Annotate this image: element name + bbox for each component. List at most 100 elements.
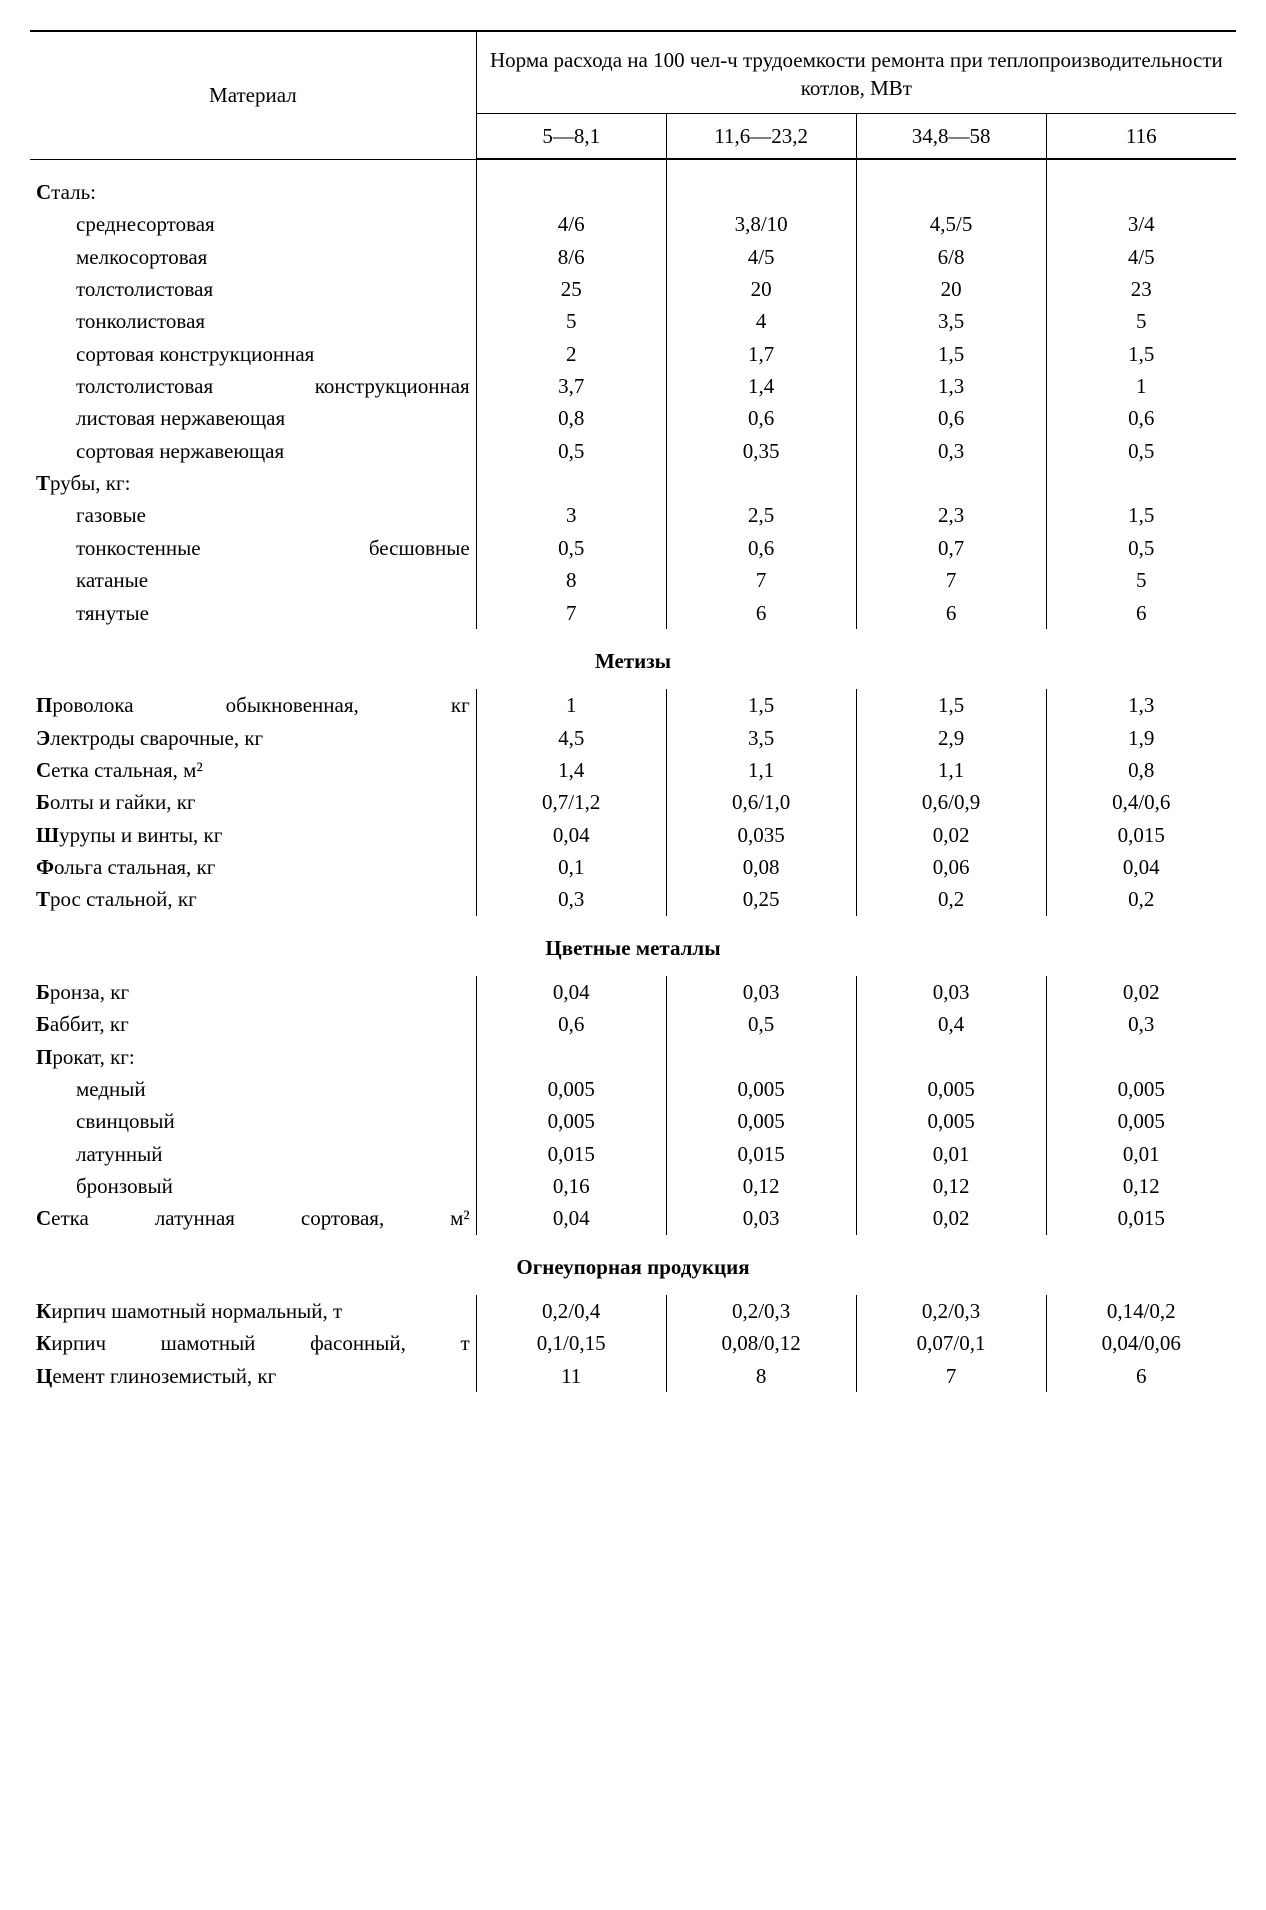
material-label: латунный xyxy=(30,1138,476,1170)
material-label: катаные xyxy=(30,564,476,596)
value-cell: 0,2 xyxy=(856,883,1046,915)
material-label: Сетка латунная сортовая, м² xyxy=(30,1202,476,1234)
value-cell: 20 xyxy=(666,273,856,305)
value-cell: 0,03 xyxy=(856,976,1046,1008)
table-row: Фольга стальная, кг0,10,080,060,04 xyxy=(30,851,1236,883)
value-cell: 0,6/0,9 xyxy=(856,786,1046,818)
value-cell: 0,04 xyxy=(476,819,666,851)
section-title-text: Метизы xyxy=(30,629,1236,689)
value-cell: 0,2/0,3 xyxy=(856,1295,1046,1327)
material-label: Сетка стальная, м² xyxy=(30,754,476,786)
value-cell: 0,12 xyxy=(666,1170,856,1202)
value-cell: 6 xyxy=(1046,597,1236,629)
value-cell xyxy=(666,1041,856,1073)
value-cell: 0,005 xyxy=(856,1105,1046,1137)
value-cell xyxy=(1046,1041,1236,1073)
value-cell: 0,2/0,4 xyxy=(476,1295,666,1327)
value-cell: 0,03 xyxy=(666,976,856,1008)
value-cell: 3/4 xyxy=(1046,208,1236,240)
table-row: среднесортовая4/63,8/104,5/53/4 xyxy=(30,208,1236,240)
value-cell: 0,01 xyxy=(856,1138,1046,1170)
table-row: Электроды сварочные, кг4,53,52,91,9 xyxy=(30,722,1236,754)
table-row: листовая нержавеющая0,80,60,60,6 xyxy=(30,402,1236,434)
value-cell xyxy=(666,467,856,499)
table-row: газовые32,52,31,5 xyxy=(30,499,1236,531)
value-cell: 0,3 xyxy=(856,435,1046,467)
table-row: толстолистовая конструкционная3,71,41,31 xyxy=(30,370,1236,402)
material-label: Баббит, кг xyxy=(30,1008,476,1040)
value-cell xyxy=(1046,176,1236,208)
value-cell: 1,9 xyxy=(1046,722,1236,754)
value-cell: 0,01 xyxy=(1046,1138,1236,1170)
value-cell: 0,07/0,1 xyxy=(856,1327,1046,1359)
value-cell: 1,3 xyxy=(856,370,1046,402)
value-cell: 0,04 xyxy=(1046,851,1236,883)
value-cell: 0,4 xyxy=(856,1008,1046,1040)
value-cell: 0,015 xyxy=(1046,819,1236,851)
value-cell: 3,7 xyxy=(476,370,666,402)
value-cell xyxy=(856,467,1046,499)
value-cell: 1,4 xyxy=(476,754,666,786)
value-cell: 2,5 xyxy=(666,499,856,531)
table-row: Кирпич шамотный фасонный, т0,1/0,150,08/… xyxy=(30,1327,1236,1359)
value-cell: 0,5 xyxy=(666,1008,856,1040)
value-cell: 0,3 xyxy=(476,883,666,915)
value-cell: 0,5 xyxy=(1046,435,1236,467)
table-body: Сталь:среднесортовая4/63,8/104,5/53/4мел… xyxy=(30,159,1236,1392)
value-cell: 1,5 xyxy=(856,689,1046,721)
value-cell: 0,6 xyxy=(666,532,856,564)
value-cell: 0,12 xyxy=(1046,1170,1236,1202)
material-label: среднесортовая xyxy=(30,208,476,240)
value-cell: 1,3 xyxy=(1046,689,1236,721)
material-label: мелкосортовая xyxy=(30,241,476,273)
value-cell: 2,3 xyxy=(856,499,1046,531)
value-cell: 0,02 xyxy=(856,1202,1046,1234)
material-label: Фольга стальная, кг xyxy=(30,851,476,883)
value-cell: 1,5 xyxy=(1046,338,1236,370)
material-label: Кирпич шамотный нормальный, т xyxy=(30,1295,476,1327)
value-cell: 0,7/1,2 xyxy=(476,786,666,818)
value-cell: 11 xyxy=(476,1360,666,1392)
value-cell: 6 xyxy=(1046,1360,1236,1392)
value-cell: 0,6 xyxy=(856,402,1046,434)
value-cell: 0,005 xyxy=(666,1073,856,1105)
table-row: Трос стальной, кг0,30,250,20,2 xyxy=(30,883,1236,915)
value-cell: 0,14/0,2 xyxy=(1046,1295,1236,1327)
section-title: Цветные металлы xyxy=(30,916,1236,976)
header-col-1: 11,6—23,2 xyxy=(666,113,856,159)
section-title: Метизы xyxy=(30,629,1236,689)
section-title-text: Цветные металлы xyxy=(30,916,1236,976)
table-row: свинцовый0,0050,0050,0050,005 xyxy=(30,1105,1236,1137)
value-cell: 0,035 xyxy=(666,819,856,851)
value-cell: 0,005 xyxy=(476,1105,666,1137)
value-cell: 25 xyxy=(476,273,666,305)
value-cell: 0,08 xyxy=(666,851,856,883)
value-cell: 0,08/0,12 xyxy=(666,1327,856,1359)
material-label: сортовая конструкционная xyxy=(30,338,476,370)
header-col-0: 5—8,1 xyxy=(476,113,666,159)
value-cell: 0,02 xyxy=(1046,976,1236,1008)
table-row: толстолистовая25202023 xyxy=(30,273,1236,305)
value-cell: 0,7 xyxy=(856,532,1046,564)
value-cell: 3,5 xyxy=(856,305,1046,337)
table-row: Сетка латунная сортовая, м²0,040,030,020… xyxy=(30,1202,1236,1234)
table-row: катаные8775 xyxy=(30,564,1236,596)
value-cell: 0,005 xyxy=(856,1073,1046,1105)
value-cell: 0,005 xyxy=(476,1073,666,1105)
table-row: Прокат, кг: xyxy=(30,1041,1236,1073)
value-cell: 2,9 xyxy=(856,722,1046,754)
material-label: бронзовый xyxy=(30,1170,476,1202)
value-cell: 0,6 xyxy=(1046,402,1236,434)
value-cell: 0,5 xyxy=(476,435,666,467)
value-cell: 3,5 xyxy=(666,722,856,754)
table-row: Кирпич шамотный нормальный, т0,2/0,4 0,2/… xyxy=(30,1295,1236,1327)
table-row: Бронза, кг0,040,030,030,02 xyxy=(30,976,1236,1008)
value-cell: 3 xyxy=(476,499,666,531)
table-header: Материал Норма расхода на 100 чел-ч труд… xyxy=(30,31,1236,159)
value-cell xyxy=(476,467,666,499)
value-cell: 0,16 xyxy=(476,1170,666,1202)
value-cell: 0,2 xyxy=(1046,883,1236,915)
material-label: тонколистовая xyxy=(30,305,476,337)
value-cell: 4/5 xyxy=(666,241,856,273)
value-cell xyxy=(666,176,856,208)
